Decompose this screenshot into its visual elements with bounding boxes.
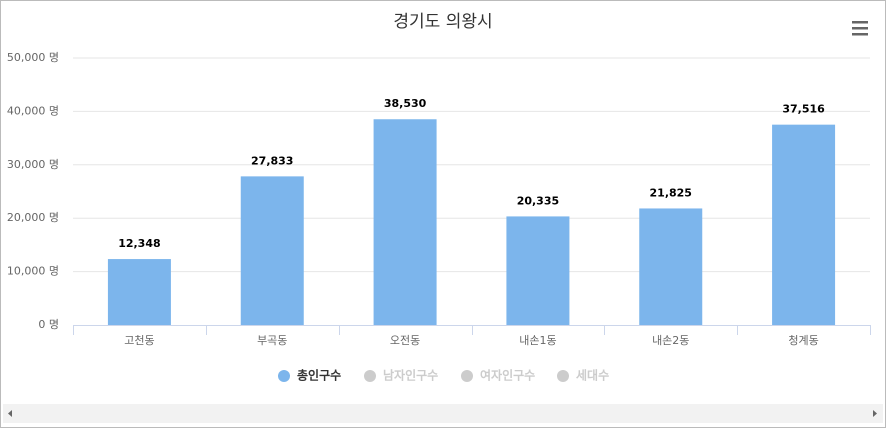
menu-button[interactable] xyxy=(852,21,868,36)
x-tick-label: 청계동 xyxy=(788,334,818,347)
bar xyxy=(506,216,570,325)
y-tick-label: 0 명 xyxy=(38,318,59,331)
data-label: 12,348 xyxy=(118,237,160,250)
menu-bar xyxy=(852,33,868,36)
bar xyxy=(639,208,703,325)
legend-item[interactable]: 여자인구수 xyxy=(480,368,535,383)
menu-bar xyxy=(852,27,868,30)
legend-item[interactable]: 세대수 xyxy=(576,368,609,383)
legend-item[interactable]: 남자인구수 xyxy=(383,368,438,383)
menu-bar xyxy=(852,21,868,24)
chart-title: 경기도 의왕시 xyxy=(393,12,492,32)
x-tick-label: 고천동 xyxy=(124,333,154,347)
scroll-right[interactable] xyxy=(873,410,877,417)
legend-symbol xyxy=(461,370,473,382)
bar xyxy=(373,119,437,325)
scroll-left[interactable] xyxy=(8,410,12,417)
data-label: 37,516 xyxy=(782,103,825,116)
scrollbar[interactable] xyxy=(3,404,883,423)
legend-item[interactable]: 총인구수 xyxy=(297,368,341,383)
y-tick-label: 10,000 명 xyxy=(7,265,59,278)
data-label: 27,833 xyxy=(251,154,293,167)
bar xyxy=(772,124,836,326)
y-tick-label: 50,000 명 xyxy=(7,51,59,64)
data-label: 21,825 xyxy=(650,186,692,199)
x-tick-label: 내손2동 xyxy=(652,334,689,347)
legend-symbol xyxy=(364,370,376,382)
y-tick-label: 30,000 명 xyxy=(7,158,59,171)
data-label: 38,530 xyxy=(384,97,427,110)
bar xyxy=(240,176,304,325)
data-label: 20,335 xyxy=(517,194,559,207)
y-tick-label: 20,000 명 xyxy=(7,211,59,224)
legend-symbol xyxy=(557,370,569,382)
legend-symbol xyxy=(278,370,290,382)
x-tick-label: 오전동 xyxy=(390,334,420,347)
x-tick-label: 부곡동 xyxy=(257,334,287,347)
y-tick-label: 40,000 명 xyxy=(7,104,59,117)
x-tick-label: 내손1동 xyxy=(519,334,556,347)
bar xyxy=(107,259,171,325)
